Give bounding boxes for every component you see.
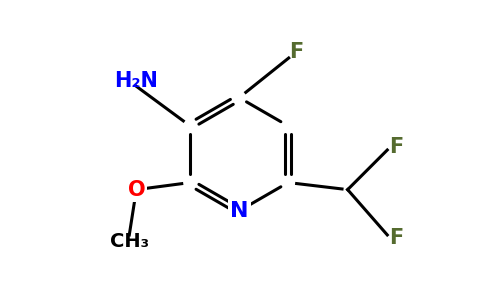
Text: O: O: [128, 180, 145, 200]
Text: N: N: [230, 201, 248, 221]
Text: F: F: [389, 228, 403, 248]
Text: F: F: [389, 137, 403, 157]
Text: H₂N: H₂N: [114, 70, 158, 91]
Text: F: F: [288, 42, 303, 62]
Text: CH₃: CH₃: [110, 232, 149, 251]
